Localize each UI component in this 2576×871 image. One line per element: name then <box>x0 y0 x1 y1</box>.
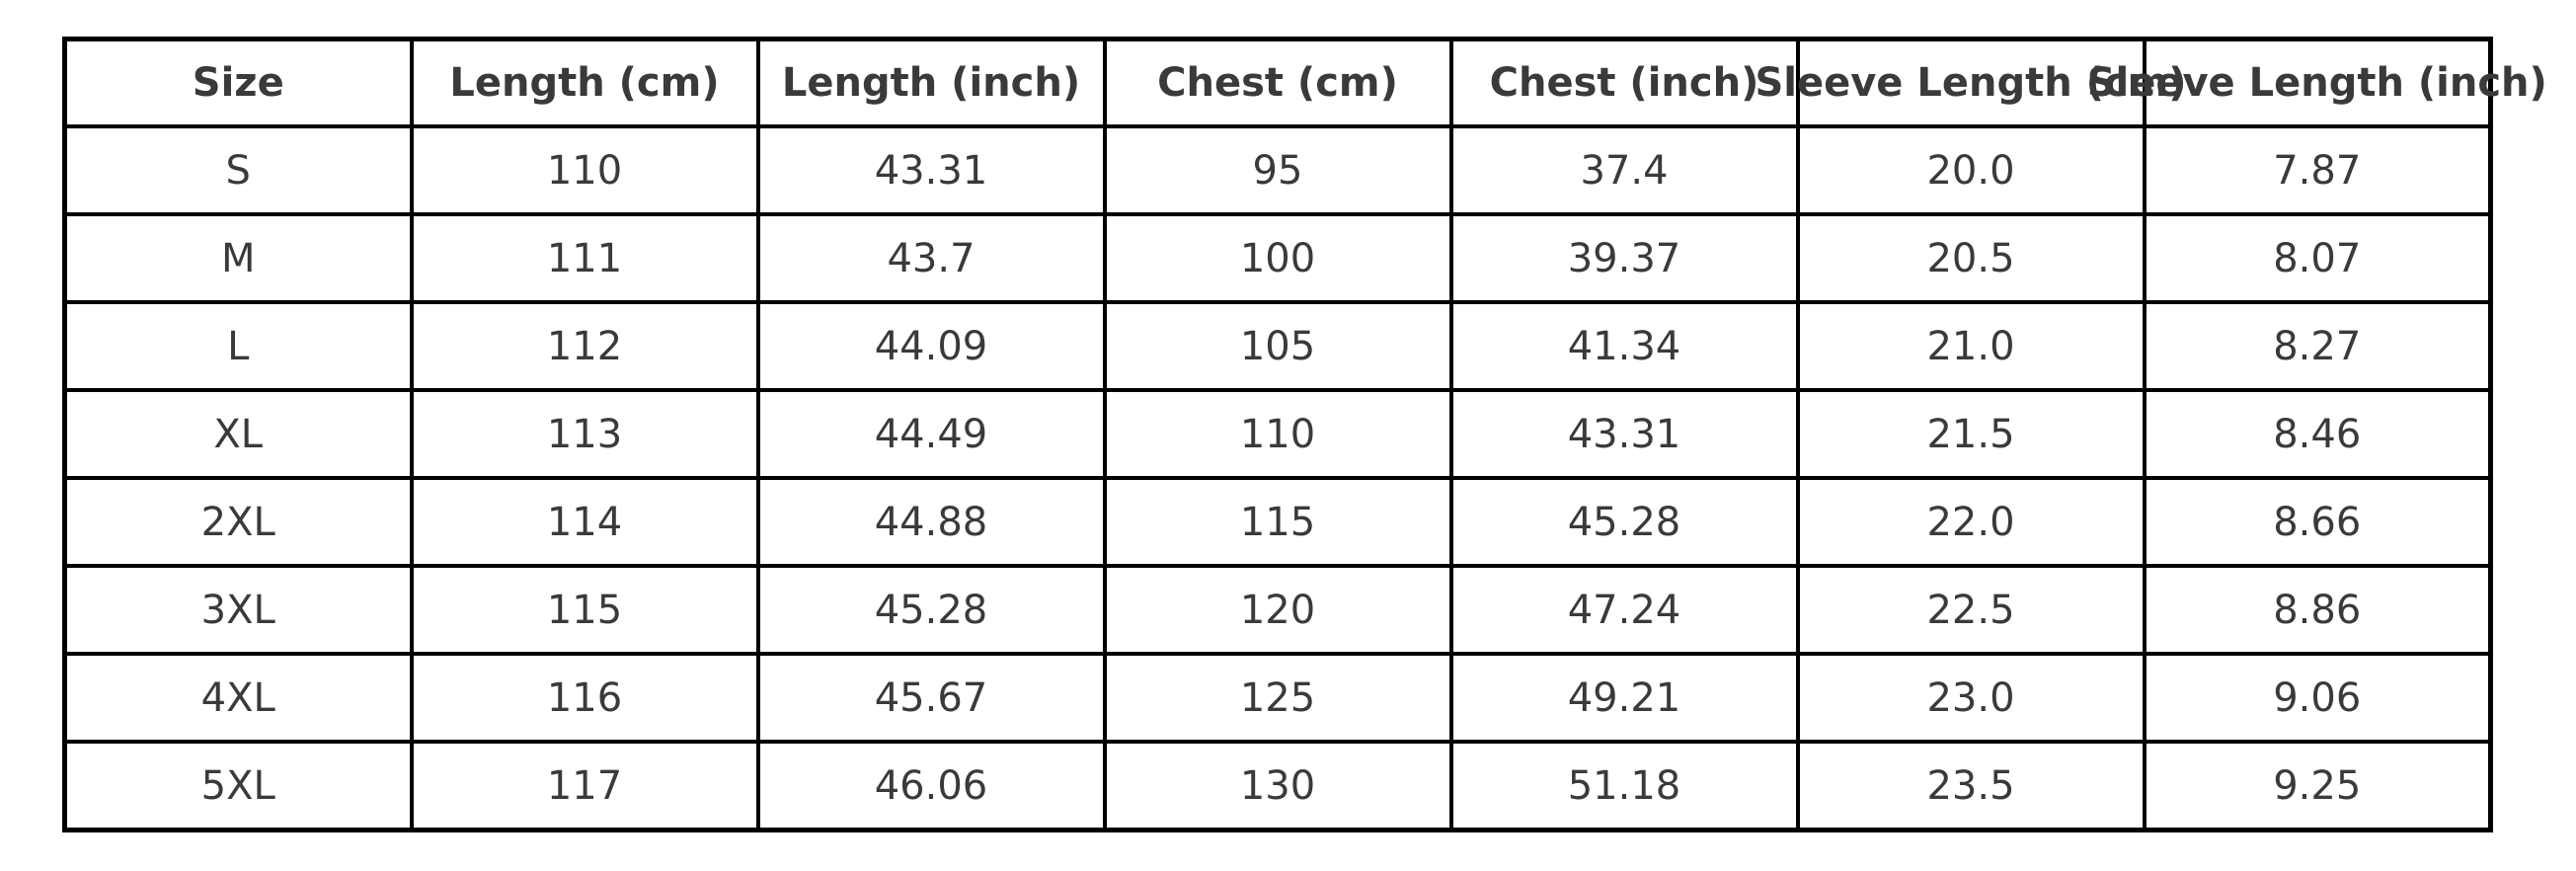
table-cell: 8.86 <box>2142 564 2493 656</box>
header-row: Size Length (cm) Length (inch) Chest (cm… <box>62 37 2547 128</box>
table-cell: 4XL <box>62 652 414 744</box>
table-cell: 3XL <box>62 564 414 656</box>
table-cell: L <box>62 300 414 392</box>
table-cell: 8.27 <box>2142 300 2493 392</box>
table-cell: 22.0 <box>1795 476 2147 568</box>
table-row-m: M 111 43.7 100 39.37 20.5 8.07 <box>62 212 2493 304</box>
column-header-label: Sleeve Length (cm) <box>1755 60 2187 106</box>
size-chart-table: Size Length (cm) Length (inch) Chest (cm… <box>62 37 2547 832</box>
table-cell: 9.25 <box>2142 740 2493 832</box>
table-cell: 21.5 <box>1795 388 2147 480</box>
table-cell: 47.24 <box>1448 564 1800 656</box>
table-cell: M <box>62 212 414 304</box>
table-cell: 5XL <box>62 740 414 832</box>
table-cell: 45.67 <box>755 652 1107 744</box>
table-row-xl: XL 113 44.49 110 43.31 21.5 8.46 <box>62 388 2493 480</box>
column-header-size: Size <box>62 37 414 128</box>
table-cell: 37.4 <box>1448 124 1800 216</box>
table-cell: 49.21 <box>1448 652 1800 744</box>
table-cell: 45.28 <box>1448 476 1800 568</box>
table-cell: XL <box>62 388 414 480</box>
table-cell: 95 <box>1102 124 1453 216</box>
column-header-label: Chest (cm) <box>1157 60 1398 106</box>
table-cell: 105 <box>1102 300 1453 392</box>
table-cell: 125 <box>1102 652 1453 744</box>
table-row-3xl: 3XL 115 45.28 120 47.24 22.5 8.86 <box>62 564 2493 656</box>
column-header-sleeve-length-cm: Sleeve Length (cm) <box>1755 37 2187 128</box>
column-header-label: Length (inch) <box>781 60 1081 106</box>
table-cell: 45.28 <box>755 564 1107 656</box>
table-cell: 111 <box>409 212 760 304</box>
table-cell: 114 <box>409 476 760 568</box>
table-cell: 115 <box>1102 476 1453 568</box>
table-cell: 120 <box>1102 564 1453 656</box>
table-cell: 43.31 <box>1448 388 1800 480</box>
table-cell: 130 <box>1102 740 1453 832</box>
table-cell: 116 <box>409 652 760 744</box>
table-cell: 20.0 <box>1795 124 2147 216</box>
table-cell: 110 <box>409 124 760 216</box>
table-cell: S <box>62 124 414 216</box>
table-cell: 113 <box>409 388 760 480</box>
column-header-label: Chest (inch) <box>1489 60 1759 106</box>
table-row-4xl: 4XL 116 45.67 125 49.21 23.0 9.06 <box>62 652 2493 744</box>
table-cell: 115 <box>409 564 760 656</box>
column-header-label: Sleeve Length (inch) <box>2086 60 2547 106</box>
table-cell: 110 <box>1102 388 1453 480</box>
table-cell: 21.0 <box>1795 300 2147 392</box>
table-cell: 39.37 <box>1448 212 1800 304</box>
column-header-chest-inch: Chest (inch) <box>1448 37 1800 128</box>
table-cell: 44.09 <box>755 300 1107 392</box>
table-cell: 7.87 <box>2142 124 2493 216</box>
table-cell: 44.49 <box>755 388 1107 480</box>
table-cell: 9.06 <box>2142 652 2493 744</box>
table-cell: 112 <box>409 300 760 392</box>
table-cell: 8.66 <box>2142 476 2493 568</box>
table-cell: 2XL <box>62 476 414 568</box>
table-cell: 43.31 <box>755 124 1107 216</box>
table-row-l: L 112 44.09 105 41.34 21.0 8.27 <box>62 300 2493 392</box>
column-header-length-inch: Length (inch) <box>755 37 1107 128</box>
table-row-s: S 110 43.31 95 37.4 20.0 7.87 <box>62 124 2493 216</box>
table-cell: 23.5 <box>1795 740 2147 832</box>
table-cell: 117 <box>409 740 760 832</box>
column-header-length-cm: Length (cm) <box>409 37 760 128</box>
table-cell: 51.18 <box>1448 740 1800 832</box>
column-header-label: Size <box>192 60 284 106</box>
table-row-2xl: 2XL 114 44.88 115 45.28 22.0 8.66 <box>62 476 2493 568</box>
table-cell: 8.46 <box>2142 388 2493 480</box>
table-row-5xl: 5XL 117 46.06 130 51.18 23.5 9.25 <box>62 740 2493 832</box>
table-cell: 43.7 <box>755 212 1107 304</box>
table-cell: 22.5 <box>1795 564 2147 656</box>
table-cell: 8.07 <box>2142 212 2493 304</box>
table-cell: 44.88 <box>755 476 1107 568</box>
table-cell: 23.0 <box>1795 652 2147 744</box>
table-cell: 20.5 <box>1795 212 2147 304</box>
column-header-chest-cm: Chest (cm) <box>1102 37 1453 128</box>
table-cell: 46.06 <box>755 740 1107 832</box>
column-header-sleeve-length-inch: Sleeve Length (inch) <box>2087 37 2547 128</box>
table-cell: 100 <box>1102 212 1453 304</box>
column-header-label: Length (cm) <box>449 60 720 106</box>
table-cell: 41.34 <box>1448 300 1800 392</box>
